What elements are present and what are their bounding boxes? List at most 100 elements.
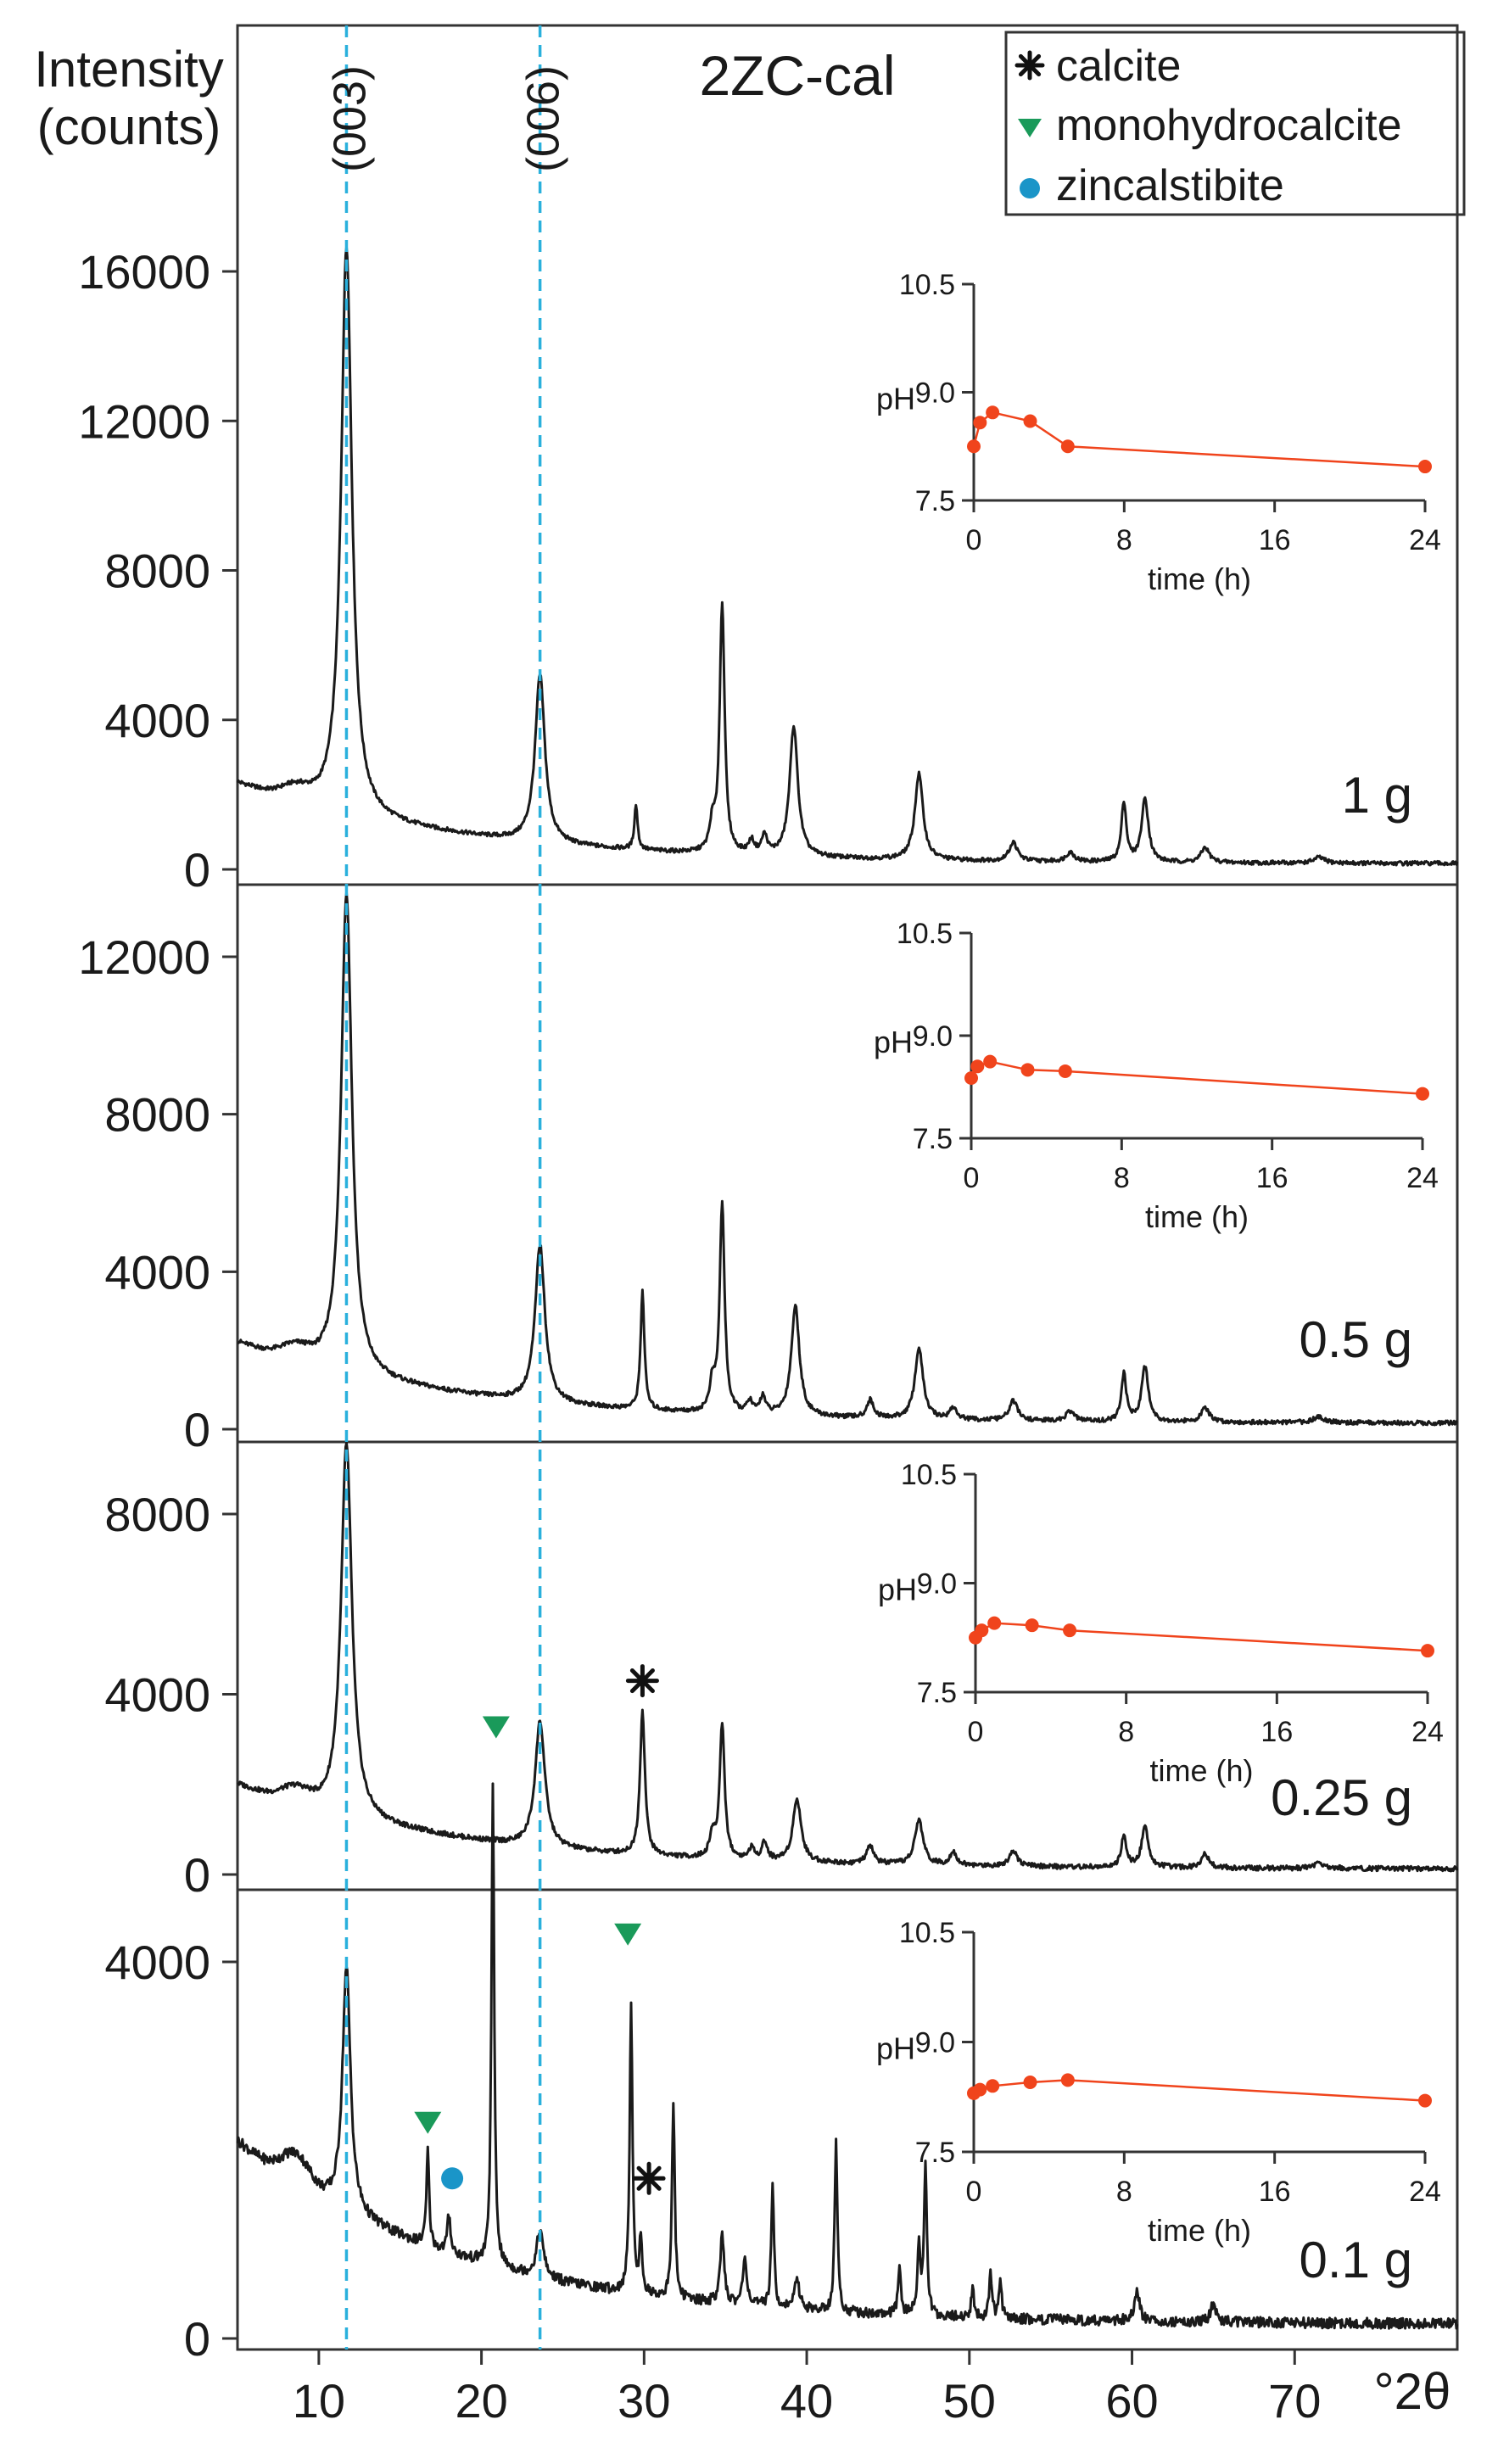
inset-y-label: pH <box>878 1573 917 1607</box>
y-tick-label: 0 <box>184 1848 210 1902</box>
sample-label: 0.5 g <box>1300 1311 1412 1368</box>
inset-x-tick-label: 24 <box>1409 524 1441 556</box>
asterisk-stroke <box>636 2165 662 2191</box>
ph-data-point <box>1060 439 1075 454</box>
ph-data-point <box>1023 414 1037 428</box>
ph-data-point <box>1063 1623 1077 1638</box>
x-tick-label: 40 <box>780 2374 833 2428</box>
inset-x-tick-label: 0 <box>966 524 982 556</box>
plot-frame <box>236 24 1459 2351</box>
y-axis-title: Intensity (counts) <box>34 41 223 155</box>
panels: 0 4000 8000 12000 16 0 0 0 1 g 10.5 9.0 7.5 0 8 16 24 pH… <box>78 24 1459 2366</box>
ph-series-line <box>973 2079 1426 2102</box>
ph-data-point <box>1421 1644 1434 1658</box>
legend-frame <box>1004 31 1466 216</box>
ph-data-point <box>975 1623 989 1638</box>
ph-data-point <box>987 1616 1002 1630</box>
inset-y-tick-label: 7.5 <box>915 485 955 517</box>
inset-x-tick-label: 16 <box>1259 524 1291 556</box>
ph-data-point <box>1058 1064 1072 1078</box>
ph-data-point <box>967 439 981 454</box>
calcite-marker <box>632 2161 666 2195</box>
y-axis-title-line1: Intensity <box>34 41 223 98</box>
inset-x-label: time (h) <box>1148 2213 1251 2248</box>
legend-label-monohydrocalcite: monohydrocalcite <box>1056 101 1402 150</box>
y-tick-label: 12000 <box>78 394 210 448</box>
asterisk-glyph <box>1015 50 1045 81</box>
inset-x-tick-label: 0 <box>968 1716 984 1748</box>
ph-data-point <box>986 405 1000 420</box>
inset-y-tick-label: 9.0 <box>915 2027 955 2059</box>
ph-data-point <box>983 1054 998 1069</box>
ph-inset: 10.5 9.0 7.5 0 8 16 24 pH time (h) <box>878 1459 1444 1788</box>
xrd-pattern-line <box>236 1782 1459 2330</box>
inset-y-tick-label: 9.0 <box>915 377 955 410</box>
inset-y-tick-label: 10.5 <box>901 1459 957 1491</box>
monohydrocalcite-marker <box>482 1716 510 1739</box>
calcite-marker <box>625 1664 659 1698</box>
panel-0_25-g: 0 4000 8000 0.25 g 10.5 9.0 7.5 0 8 16 24 pH time (h… <box>104 1441 1459 1902</box>
xrd-pattern-line <box>237 1441 1459 1873</box>
inset-y-label: pH <box>874 1025 913 1059</box>
ph-inset: 10.5 9.0 7.5 0 8 16 24 pH time (h) <box>876 269 1441 596</box>
legend-label-zincalstibite: zincalstibite <box>1056 161 1284 210</box>
ph-data-point <box>973 416 987 430</box>
y-tick-label: 4000 <box>104 1936 210 1989</box>
circle-icon <box>1020 178 1040 198</box>
inset-x-tick-label: 8 <box>1118 1716 1134 1748</box>
ph-data-point <box>973 2082 987 2097</box>
x-tick-label: 20 <box>455 2374 507 2428</box>
y-axis-title-line2: (counts) <box>37 98 221 155</box>
panel-0_5-g: 0 4000 8000 12000 0.5 g 10.5 9.0 7.5 0 8 16 24 pH tim… <box>78 891 1458 1456</box>
inset-x-tick-label: 24 <box>1411 1716 1444 1748</box>
y-tick-label: 0 <box>184 1403 210 1456</box>
x-axis-title: °2θ <box>1374 2363 1451 2420</box>
x-axis: 10 20 30 40 50 60 70 <box>293 2349 1321 2428</box>
ph-data-point <box>964 1071 978 1086</box>
x-tick-label: 60 <box>1105 2374 1158 2428</box>
ph-data-point <box>970 1059 985 1074</box>
legend-box: calcite monohydrocalcite zincalstibite <box>1004 31 1466 216</box>
y-tick-label: 4000 <box>104 1245 210 1299</box>
inset-x-label: time (h) <box>1149 1753 1253 1788</box>
xrd-pattern-line <box>237 891 1458 1427</box>
inset-x-tick-label: 24 <box>1409 2176 1441 2208</box>
inset-x-tick-label: 8 <box>1116 2176 1132 2208</box>
panel-1-g: 0 4000 8000 12000 16000 1 g 10.5 9.0 7.5 0 8 16 24 pH… <box>78 245 1459 897</box>
y-tick-label: 8000 <box>104 545 210 598</box>
zincalstibite-marker <box>441 2167 464 2190</box>
ph-data-point <box>1060 2073 1075 2087</box>
inset-y-tick-label: 10.5 <box>899 1917 955 1949</box>
legend-item-calcite: calcite <box>1015 42 1181 91</box>
inset-y-label: pH <box>876 382 915 416</box>
legend-item-monohydrocalcite: monohydrocalcite <box>1018 101 1402 150</box>
sample-label: 1 g <box>1342 767 1412 824</box>
ph-series-line <box>975 1622 1428 1652</box>
x-tick-label: 50 <box>943 2374 996 2428</box>
y-tick-label: 12000 <box>78 930 210 984</box>
ph-inset: 10.5 9.0 7.5 0 8 16 24 pH time (h) <box>874 918 1439 1234</box>
y-tick-label: 0 <box>184 2312 210 2366</box>
ph-data-point <box>1023 2075 1037 2089</box>
legend-item-zincalstibite: zincalstibite <box>1020 161 1284 210</box>
inset-y-tick-label: 9.0 <box>913 1020 953 1053</box>
inset-y-tick-label: 10.5 <box>899 269 955 301</box>
inset-x-label: time (h) <box>1148 562 1251 596</box>
monohydrocalcite-marker <box>414 2111 442 2134</box>
ph-series-line <box>972 411 1426 468</box>
inset-y-tick-label: 10.5 <box>897 918 953 950</box>
inset-x-tick-label: 16 <box>1260 1716 1293 1748</box>
inset-x-tick-label: 8 <box>1114 1162 1130 1194</box>
inset-x-tick-label: 16 <box>1259 2176 1291 2208</box>
triangle-down-icon <box>1018 119 1042 137</box>
asterisk-stroke <box>629 1668 655 1694</box>
inset-x-tick-label: 16 <box>1256 1162 1288 1194</box>
y-tick-label: 0 <box>184 843 210 897</box>
inset-y-tick-label: 7.5 <box>913 1123 953 1155</box>
asterisk-stroke <box>1018 53 1042 77</box>
reference-lines: (003) (006) <box>324 25 569 2349</box>
asterisk-icon <box>1015 50 1045 81</box>
y-tick-label: 4000 <box>104 694 210 747</box>
inset-y-label: pH <box>876 2031 915 2066</box>
